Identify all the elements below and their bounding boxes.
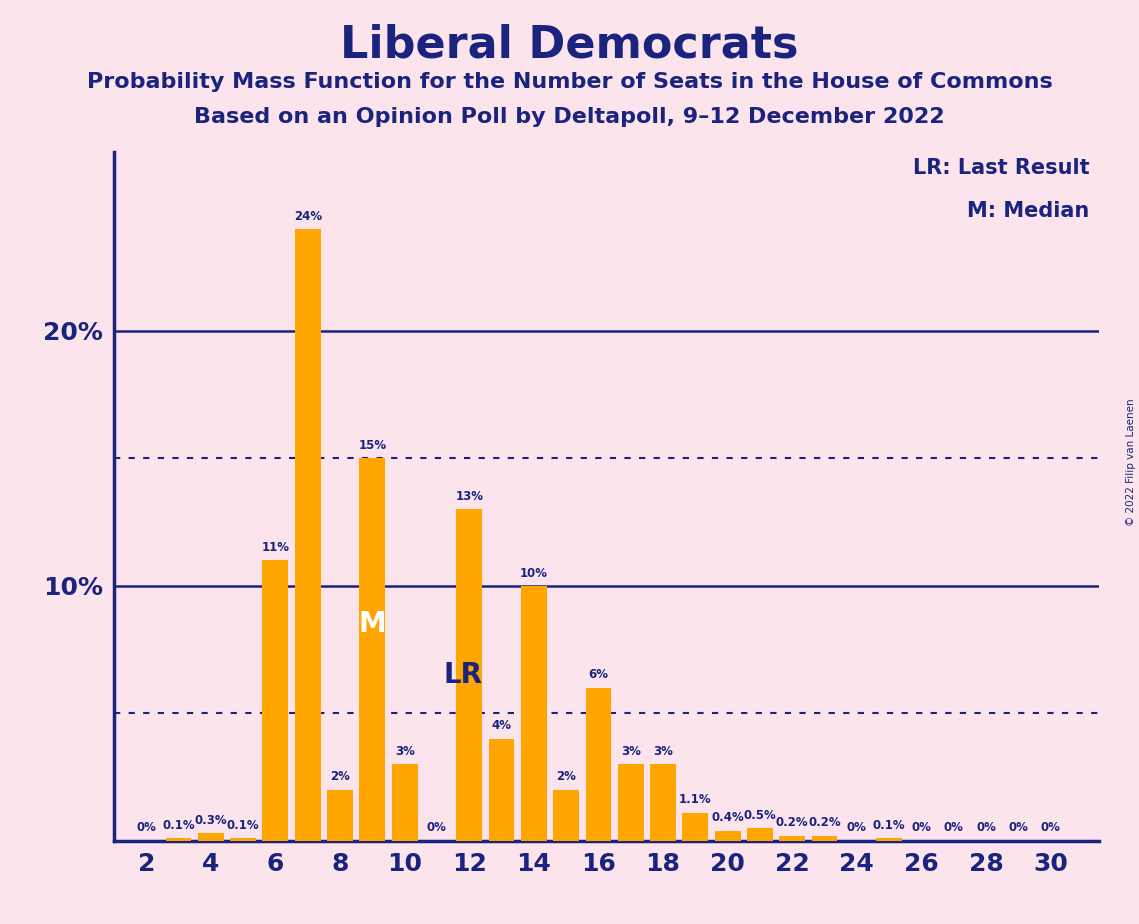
Bar	[876, 838, 902, 841]
Text: 13%: 13%	[456, 490, 483, 503]
Text: 0%: 0%	[976, 821, 995, 834]
Text: 0.4%: 0.4%	[711, 811, 744, 824]
Text: 24%: 24%	[294, 210, 322, 223]
Bar	[230, 838, 256, 841]
Bar	[779, 835, 805, 841]
Bar	[327, 790, 353, 841]
Text: 3%: 3%	[653, 745, 673, 758]
Text: 4%: 4%	[492, 720, 511, 733]
Bar	[682, 813, 708, 841]
Bar	[489, 739, 515, 841]
Bar	[262, 560, 288, 841]
Text: 15%: 15%	[359, 439, 386, 452]
Bar	[521, 586, 547, 841]
Text: 0.5%: 0.5%	[744, 808, 777, 821]
Text: 0.2%: 0.2%	[776, 817, 809, 830]
Text: 0.1%: 0.1%	[162, 819, 195, 832]
Bar	[457, 509, 482, 841]
Text: LR: Last Result: LR: Last Result	[912, 158, 1089, 177]
Text: Based on an Opinion Poll by Deltapoll, 9–12 December 2022: Based on an Opinion Poll by Deltapoll, 9…	[194, 107, 945, 128]
Bar	[617, 764, 644, 841]
Bar	[715, 831, 740, 841]
Text: 11%: 11%	[262, 541, 289, 554]
Bar	[165, 838, 191, 841]
Text: 0%: 0%	[911, 821, 932, 834]
Bar	[747, 828, 773, 841]
Text: 0.3%: 0.3%	[195, 814, 227, 827]
Text: M: Median: M: Median	[967, 201, 1089, 221]
Text: Liberal Democrats: Liberal Democrats	[341, 23, 798, 67]
Text: 10%: 10%	[519, 566, 548, 579]
Bar	[295, 229, 321, 841]
Text: M: M	[359, 610, 386, 638]
Text: 0%: 0%	[944, 821, 964, 834]
Text: 0%: 0%	[1041, 821, 1060, 834]
Text: 0%: 0%	[1008, 821, 1029, 834]
Text: 0.1%: 0.1%	[227, 819, 260, 832]
Text: 3%: 3%	[395, 745, 415, 758]
Text: 0.2%: 0.2%	[809, 817, 841, 830]
Text: 0%: 0%	[847, 821, 867, 834]
Text: LR: LR	[443, 661, 483, 689]
Bar	[360, 458, 385, 841]
Text: 0%: 0%	[427, 821, 446, 834]
Bar	[585, 687, 612, 841]
Text: Probability Mass Function for the Number of Seats in the House of Commons: Probability Mass Function for the Number…	[87, 72, 1052, 92]
Text: 0%: 0%	[137, 821, 156, 834]
Bar	[198, 833, 223, 841]
Text: © 2022 Filip van Laenen: © 2022 Filip van Laenen	[1125, 398, 1136, 526]
Bar	[554, 790, 579, 841]
Bar	[392, 764, 418, 841]
Bar	[650, 764, 675, 841]
Bar	[812, 835, 837, 841]
Text: 2%: 2%	[556, 771, 576, 784]
Text: 3%: 3%	[621, 745, 640, 758]
Text: 6%: 6%	[589, 668, 608, 682]
Text: 2%: 2%	[330, 771, 350, 784]
Text: 0.1%: 0.1%	[872, 819, 906, 832]
Text: 1.1%: 1.1%	[679, 794, 712, 807]
